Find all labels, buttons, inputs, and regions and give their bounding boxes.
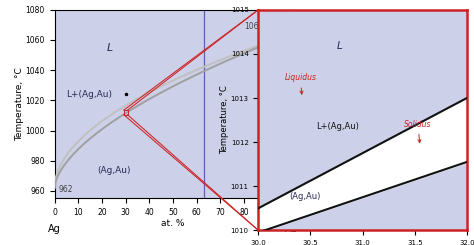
Text: L: L [107, 43, 113, 52]
Y-axis label: Temperature, °C: Temperature, °C [220, 86, 229, 154]
Text: Au: Au [285, 224, 298, 234]
Text: L+(Ag,Au): L+(Ag,Au) [66, 90, 112, 99]
Text: 962: 962 [58, 185, 73, 194]
Text: (Ag,Au): (Ag,Au) [97, 166, 131, 175]
Y-axis label: Temperature, °C: Temperature, °C [15, 67, 24, 141]
Text: L+(Ag,Au): L+(Ag,Au) [316, 122, 358, 131]
Text: Ag: Ag [48, 224, 61, 234]
Text: Solidus: Solidus [404, 120, 432, 143]
Text: L: L [337, 41, 342, 51]
Text: Liquidus: Liquidus [284, 73, 317, 94]
X-axis label: at. %: at. % [161, 219, 185, 228]
Bar [124, 110, 128, 115]
Text: (Ag,Au): (Ag,Au) [290, 192, 321, 201]
Text: 1064: 1064 [244, 23, 264, 31]
